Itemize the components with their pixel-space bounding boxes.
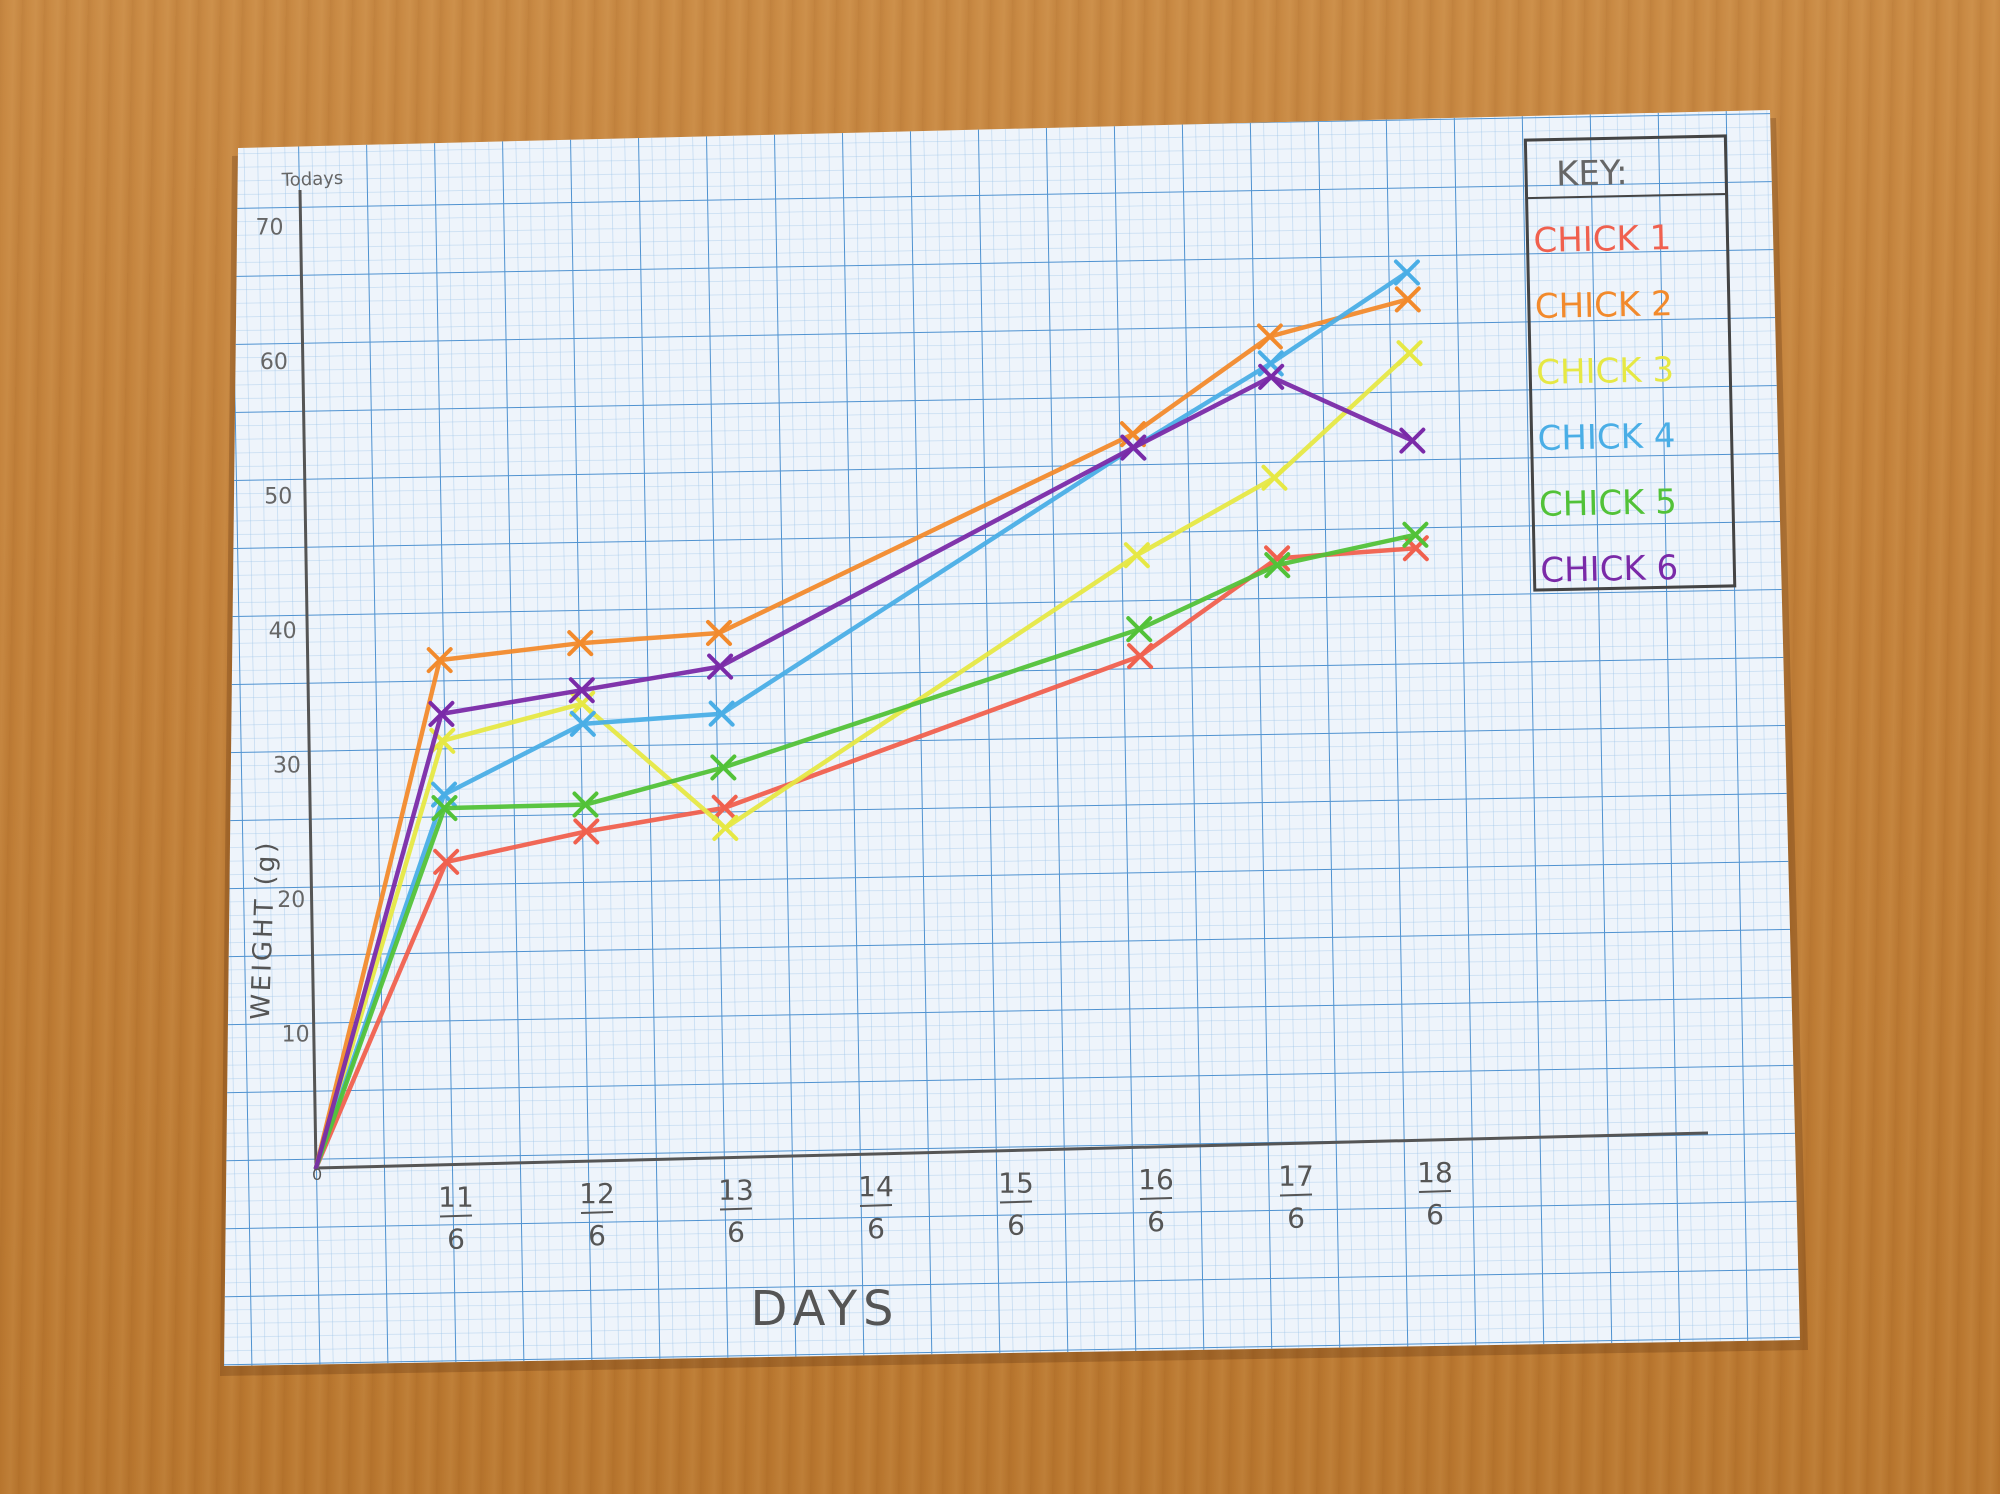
series-5 [313,521,1429,1171]
data-point-marker [1126,616,1153,643]
y-tick-label: 10 [282,1023,310,1048]
data-point-marker [572,791,599,818]
data-point-marker [711,794,738,821]
chart-series [313,259,1429,1171]
data-point-marker [569,710,596,737]
x-tick-label: 116 [438,1181,474,1256]
x-axis-label: DAYS [750,1281,899,1337]
series-2 [313,286,1421,1171]
x-axis [315,1131,1709,1170]
corner-note: Todays [280,168,343,191]
x-tick-denominator: 6 [1426,1198,1444,1231]
x-tick-numerator: 17 [1278,1160,1314,1193]
data-point-marker [431,795,458,822]
x-tick-denominator: 6 [1147,1205,1165,1238]
x-tick-fraction-bar [1418,1190,1452,1194]
y-tick-labels: 10 20 30 40 50 60 70 [256,216,310,1048]
legend-title: KEY: [1556,153,1628,194]
data-point-marker [1402,521,1429,548]
x-tick-numerator: 15 [998,1167,1034,1200]
x-tick-numerator: 16 [1138,1163,1174,1196]
legend-item: CHICK 6 [1540,548,1679,591]
x-tick-numerator: 13 [718,1174,754,1207]
legend-item: CHICK 4 [1537,416,1676,459]
x-tick-label: 186 [1417,1156,1453,1231]
data-point-marker [707,653,734,680]
data-point-marker [708,700,735,727]
data-point-marker [426,647,453,674]
data-point-marker [1256,323,1283,350]
y-tick-label: 20 [277,888,305,913]
data-point-marker [433,848,460,875]
x-tick-fraction-bar [580,1210,614,1214]
legend-item: CHICK 5 [1539,482,1678,525]
y-tick-label: 60 [260,350,288,375]
data-point-marker [1393,259,1420,286]
y-tick-label: 50 [264,485,292,510]
x-tick-denominator: 6 [447,1223,465,1256]
legend-item: CHICK 2 [1534,284,1673,327]
data-point-marker [1399,427,1426,454]
data-point-marker [567,630,594,657]
y-axis [298,189,318,1169]
data-point-marker [428,700,455,727]
data-point-marker [1123,542,1150,569]
data-point-marker [706,619,733,646]
x-tick-fraction-bar [859,1204,893,1207]
legend: KEY: CHICK 1 CHICK 2 CHICK 3 CHICK 4 CHICK 5… [1523,134,1737,592]
series-1 [313,535,1429,1171]
x-tick-fraction-bar [719,1207,753,1211]
legend-item: CHICK 3 [1536,350,1675,393]
x-tick-fraction-bar [1279,1193,1313,1197]
y-tick-label: 30 [273,754,301,779]
x-tick-numerator: 11 [438,1181,474,1214]
y-tick-label: 70 [256,216,284,241]
data-point-marker [573,818,600,845]
data-point-marker [1120,434,1147,461]
x-tick-denominator: 6 [727,1216,745,1249]
data-point-marker [1261,464,1288,491]
y-tick-label: 40 [269,619,297,644]
x-tick-denominator: 6 [867,1212,885,1245]
y-axis-label: WEIGHT (g) [246,839,282,1020]
data-point-marker [568,677,595,704]
x-tick-denominator: 6 [588,1219,606,1252]
x-tick-label: 136 [718,1174,754,1249]
x-tick-label: 176 [1278,1160,1314,1235]
x-tick-numerator: 14 [858,1170,894,1203]
x-tick-numerator: 18 [1417,1156,1453,1189]
data-point-marker [712,814,739,841]
data-point-marker [1396,340,1423,367]
x-tick-label: 156 [998,1167,1034,1242]
data-point-marker [710,754,737,781]
x-origin-label: 0 [312,1165,322,1184]
x-tick-label: 126 [579,1177,615,1252]
x-tick-numerator: 12 [579,1177,615,1210]
data-point-marker [1394,286,1421,313]
legend-item: CHICK 1 [1533,218,1672,261]
x-tick-fraction-bar [999,1200,1033,1204]
data-point-marker [1258,363,1285,390]
x-tick-denominator: 6 [1287,1202,1305,1235]
x-tick-label: 166 [1138,1163,1174,1238]
x-tick-fraction-bar [1139,1197,1173,1200]
x-tick-fraction-bar [439,1214,473,1218]
x-tick-label: 146 [858,1170,894,1245]
data-point-marker [1264,552,1291,579]
data-point-marker [1127,643,1154,670]
x-tick-denominator: 6 [1007,1209,1025,1242]
series-6 [313,363,1426,1171]
